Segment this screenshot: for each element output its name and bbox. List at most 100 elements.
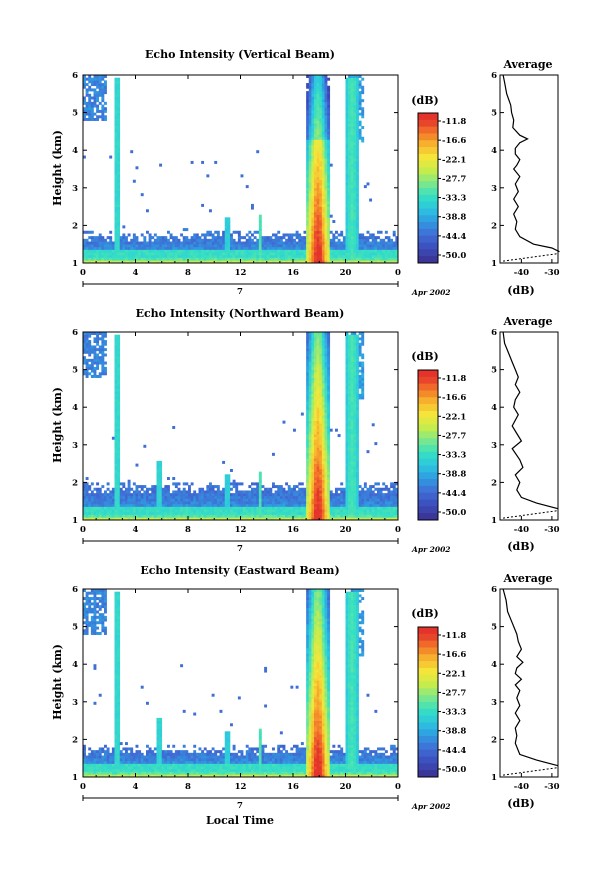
heatmap-cell	[88, 366, 92, 370]
heatmap-cell	[324, 249, 328, 253]
heatmap-cell	[321, 88, 325, 92]
heatmap-cell	[101, 366, 105, 370]
heatmap-cell	[308, 222, 312, 226]
heatmap-cell	[358, 244, 362, 248]
heatmap-cell	[135, 166, 139, 170]
heatmap-cell	[321, 495, 325, 499]
heatmap-cell	[93, 249, 97, 253]
heatmap-cell	[85, 88, 89, 92]
heatmap-cell	[266, 260, 270, 264]
heatmap-cell	[306, 495, 310, 499]
heatmap-cell	[353, 377, 357, 381]
heatmap-cell	[106, 254, 110, 258]
heatmap-cell	[164, 485, 168, 489]
heatmap-cell	[230, 503, 233, 507]
heatmap-cell	[353, 358, 357, 362]
heatmap-cell	[135, 487, 139, 491]
heatmap-cell	[279, 238, 283, 242]
heatmap-cell	[306, 431, 310, 435]
heatmap-cell	[350, 372, 354, 376]
heatmap-cell	[324, 434, 328, 438]
heatmap-cell	[348, 166, 352, 170]
heatmap-cell	[390, 246, 394, 250]
heatmap-cell	[277, 246, 281, 250]
heatmap-cell	[327, 468, 331, 472]
heatmap-cell	[237, 257, 241, 261]
heatmap-cell	[146, 509, 149, 513]
heatmap-cell	[216, 241, 220, 245]
heatmap-cell	[324, 254, 328, 258]
heatmap-cell	[185, 495, 189, 499]
heatmap-cell	[85, 337, 89, 341]
heatmap-cell	[356, 455, 359, 459]
heatmap-cell	[109, 501, 113, 505]
heatmap-cell	[201, 260, 205, 264]
heatmap-cell	[321, 332, 325, 335]
heatmap-cell	[151, 244, 155, 248]
heatmap-cell	[180, 498, 184, 502]
heatmap-cell	[358, 254, 362, 258]
heatmap-cell	[350, 93, 354, 97]
heatmap-cell	[240, 252, 244, 256]
heatmap-cell	[240, 498, 244, 502]
heatmap-cell	[308, 211, 312, 215]
heatmap-cell	[371, 493, 375, 497]
heatmap-cell	[127, 244, 131, 248]
heatmap-cell	[353, 214, 357, 218]
heatmap-cell	[282, 420, 286, 424]
heatmap-cell	[311, 372, 315, 376]
heatmap-cell	[153, 493, 157, 497]
heatmap-cell	[356, 423, 359, 427]
heatmap-cell	[314, 463, 317, 467]
heatmap-cell	[311, 142, 315, 146]
heatmap-cell	[348, 501, 352, 505]
heatmap-cell	[161, 514, 165, 518]
heatmap-cell	[185, 514, 189, 518]
heatmap-cell	[130, 495, 134, 499]
heatmap-cell	[148, 509, 152, 513]
heatmap-cell	[321, 369, 325, 373]
heatmap-cell	[138, 503, 142, 507]
heatmap-cell	[335, 490, 338, 494]
heatmap-cell	[222, 514, 226, 518]
heatmap-cell	[109, 498, 113, 502]
heatmap-cell	[167, 490, 170, 494]
heatmap-cell	[172, 246, 176, 250]
heatmap-cell	[161, 244, 165, 248]
heatmap-cell	[348, 174, 352, 178]
heatmap-cell	[308, 85, 312, 89]
heatmap-cell	[350, 104, 354, 108]
heatmap-cell	[300, 236, 304, 240]
heatmap-cell	[122, 252, 126, 256]
heatmap-cell	[345, 246, 349, 250]
heatmap-cell	[314, 195, 317, 199]
heatmap-cell	[329, 498, 333, 502]
heatmap-cell	[98, 249, 102, 253]
heatmap-cell	[324, 493, 328, 497]
heatmap-cell	[285, 509, 289, 513]
heatmap-cell	[306, 144, 310, 148]
heatmap-cell	[356, 439, 359, 443]
heatmap-cell	[321, 388, 325, 392]
heatmap-cell	[321, 171, 325, 175]
heatmap-cell	[353, 439, 357, 443]
heatmap-cell	[308, 182, 312, 186]
heatmap-cell	[348, 431, 352, 435]
heatmap-cell	[356, 404, 359, 408]
heatmap-cell	[324, 131, 328, 135]
heatmap-cell	[358, 503, 362, 507]
heatmap-cell	[308, 485, 312, 489]
heatmap-cell	[306, 332, 310, 335]
heatmap-cell	[300, 514, 304, 518]
heatmap-cell	[345, 487, 349, 491]
heatmap-cell	[311, 144, 315, 148]
heatmap-cell	[279, 236, 283, 240]
heatmap-cell	[319, 366, 323, 370]
heatmap-cell	[83, 356, 86, 360]
heatmap-cell	[111, 241, 115, 245]
heatmap-cell	[287, 246, 291, 250]
heatmap-cell	[117, 463, 121, 467]
heatmap-cell	[321, 131, 325, 135]
heatmap-cell	[203, 493, 207, 497]
heatmap-cell	[114, 356, 118, 360]
